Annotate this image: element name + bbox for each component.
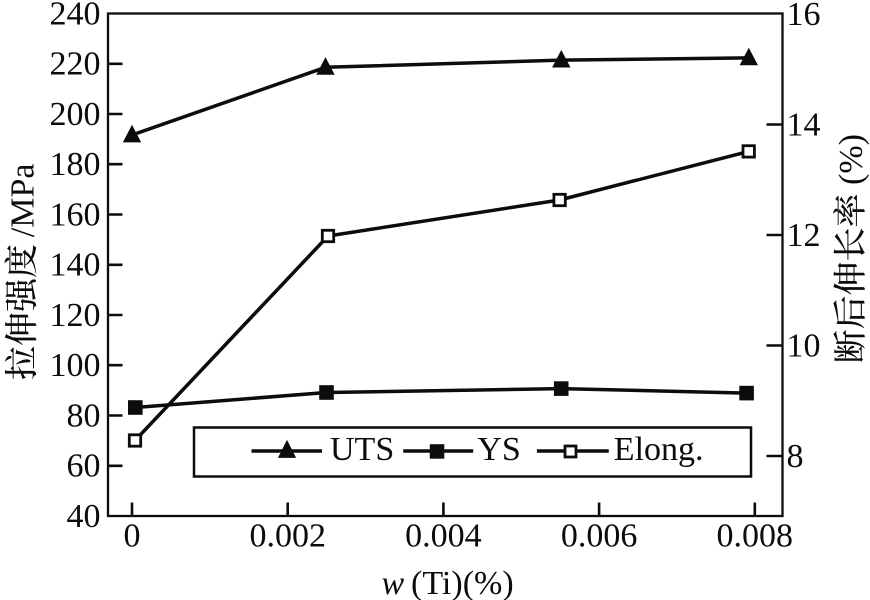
svg-text:UTS: UTS: [330, 431, 394, 468]
svg-text:60: 60: [67, 448, 101, 485]
svg-text:w (Ti)(%): w (Ti)(%): [382, 565, 514, 600]
svg-text:0.004: 0.004: [405, 517, 482, 554]
svg-text:Elong.: Elong.: [614, 431, 704, 468]
svg-text:80: 80: [67, 397, 101, 434]
svg-text:160: 160: [50, 196, 101, 233]
svg-text:180: 180: [50, 146, 101, 183]
svg-text:120: 120: [50, 297, 101, 334]
svg-text:140: 140: [50, 247, 101, 284]
svg-text:0.006: 0.006: [561, 517, 638, 554]
svg-text:12: 12: [787, 217, 821, 254]
svg-text:40: 40: [67, 498, 101, 535]
svg-text:YS: YS: [477, 431, 520, 468]
svg-text:10: 10: [787, 327, 821, 364]
svg-text:(%): (%): [833, 134, 870, 193]
svg-text:100: 100: [50, 347, 101, 384]
svg-text:220: 220: [50, 46, 101, 83]
svg-text:14: 14: [787, 106, 821, 143]
svg-text:/MPa: /MPa: [5, 164, 42, 244]
svg-text:0.002: 0.002: [249, 517, 326, 554]
svg-text:0.008: 0.008: [717, 517, 794, 554]
svg-text:240: 240: [50, 0, 101, 32]
svg-text:200: 200: [50, 96, 101, 133]
svg-text:0: 0: [124, 517, 141, 554]
svg-text:8: 8: [787, 438, 804, 475]
svg-text:16: 16: [787, 0, 821, 33]
